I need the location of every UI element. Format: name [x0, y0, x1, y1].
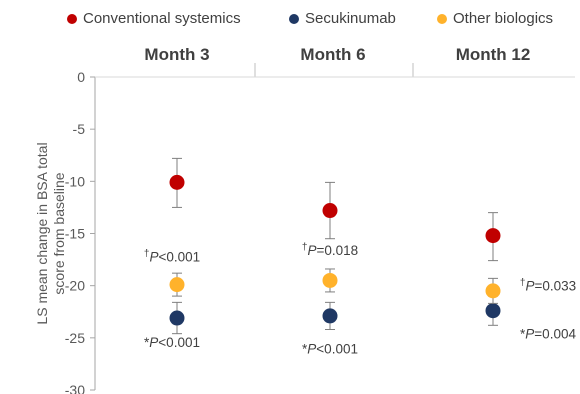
legend-dot: [67, 13, 77, 24]
annotation-p: P: [149, 335, 158, 350]
y-axis-title-line: LS mean change in BSA total: [34, 142, 50, 324]
category-header: Month 3: [144, 45, 209, 64]
data-point: [485, 283, 501, 299]
category-header: Month 12: [456, 45, 531, 64]
data-point: [322, 308, 338, 324]
annotation-p: P: [307, 243, 316, 258]
legend: Conventional systemics Secukinumab Other…: [0, 10, 580, 32]
annotation-p: P: [525, 327, 534, 342]
y-tick-label: -25: [65, 330, 85, 346]
data-point: [169, 277, 185, 293]
category-header: Month 6: [300, 45, 365, 64]
annotation-value: <0.001: [158, 335, 200, 350]
annotation-value: =0.018: [316, 243, 358, 258]
annotation-p: P: [149, 249, 158, 264]
annotation-symbol: *: [520, 327, 526, 342]
legend-dot: [437, 13, 447, 24]
y-tick-label: -15: [65, 226, 85, 242]
legend-label: Conventional systemics: [83, 10, 241, 27]
annotation-p: P: [525, 279, 534, 294]
annotation-symbol: *: [302, 341, 308, 356]
annotation-value: =0.033: [534, 279, 576, 294]
annotation-value: =0.004: [534, 327, 576, 342]
p-value-annotation: †P=0.018: [302, 242, 358, 259]
p-value-annotation: †P<0.001: [144, 248, 200, 265]
y-tick-label: -20: [65, 278, 85, 294]
data-point: [169, 310, 185, 326]
legend-item-other-biologics: Other biologics: [437, 10, 553, 27]
data-point: [485, 228, 501, 244]
annotation-symbol: *: [144, 335, 150, 350]
annotation-value: <0.001: [158, 249, 200, 264]
data-point: [322, 272, 338, 288]
y-tick-label: -5: [73, 121, 86, 137]
legend-item-conventional-systemics: Conventional systemics: [67, 10, 241, 27]
data-point: [169, 174, 185, 190]
legend-label: Secukinumab: [305, 10, 396, 27]
annotation-symbol: †: [144, 248, 150, 259]
y-axis-title: LS mean change in BSA totalscore from ba…: [34, 142, 67, 324]
annotation-symbol: †: [302, 242, 308, 253]
p-value-annotation: *P<0.001: [302, 341, 358, 356]
p-value-annotation: *P<0.001: [144, 335, 200, 350]
p-value-annotation: *P=0.004: [520, 327, 576, 342]
annotation-symbol: †: [520, 277, 526, 288]
y-axis-title-line: score from baseline: [51, 172, 67, 294]
data-point: [485, 303, 501, 319]
y-tick-label: 0: [77, 69, 85, 85]
legend-dot: [289, 13, 299, 24]
y-tick-label: -10: [65, 173, 85, 189]
annotation-value: <0.001: [316, 341, 358, 356]
annotation-p: P: [307, 341, 316, 356]
legend-label: Other biologics: [453, 10, 554, 27]
y-tick-label: -30: [65, 382, 85, 394]
p-value-annotation: †P=0.033: [520, 277, 576, 294]
data-point: [322, 203, 338, 219]
legend-item-secukinumab: Secukinumab: [289, 10, 396, 27]
